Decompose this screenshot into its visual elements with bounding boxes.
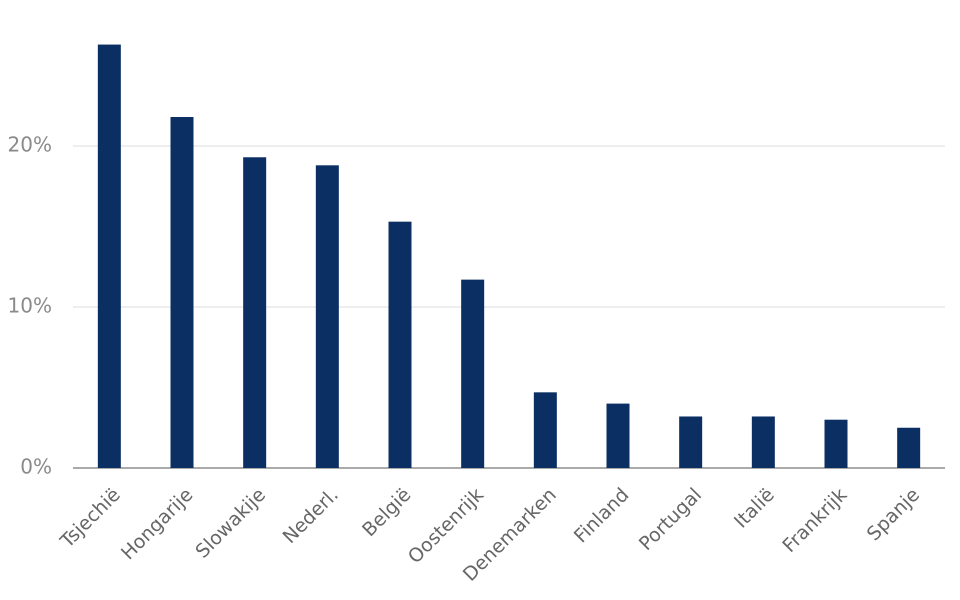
bar bbox=[897, 427, 921, 468]
y-tick-label: 0% bbox=[20, 455, 52, 479]
bar bbox=[461, 279, 485, 468]
x-tick-label: Tsjechië bbox=[56, 484, 125, 553]
x-tick-label: Frankrijk bbox=[778, 484, 851, 557]
bar bbox=[388, 221, 412, 468]
bar bbox=[243, 157, 267, 468]
bar bbox=[751, 416, 775, 468]
x-tick-label: Slowakije bbox=[191, 484, 270, 563]
bar bbox=[533, 392, 557, 468]
bar bbox=[679, 416, 703, 468]
x-tick-label: Spanje bbox=[863, 484, 924, 545]
x-tick-label: Hongarije bbox=[117, 484, 197, 564]
x-tick-label: Italië bbox=[730, 484, 779, 533]
bar bbox=[824, 419, 848, 468]
x-tick-label: België bbox=[358, 484, 415, 541]
bar bbox=[606, 403, 630, 468]
y-tick-label: 20% bbox=[8, 133, 52, 157]
bar bbox=[97, 44, 121, 468]
bar bbox=[170, 117, 194, 469]
x-tick-label: Portugal bbox=[635, 484, 706, 555]
x-tick-label: Nederl. bbox=[279, 484, 343, 548]
bar bbox=[315, 165, 339, 468]
y-tick-label: 10% bbox=[8, 294, 52, 318]
x-tick-label: Finland bbox=[570, 484, 634, 548]
